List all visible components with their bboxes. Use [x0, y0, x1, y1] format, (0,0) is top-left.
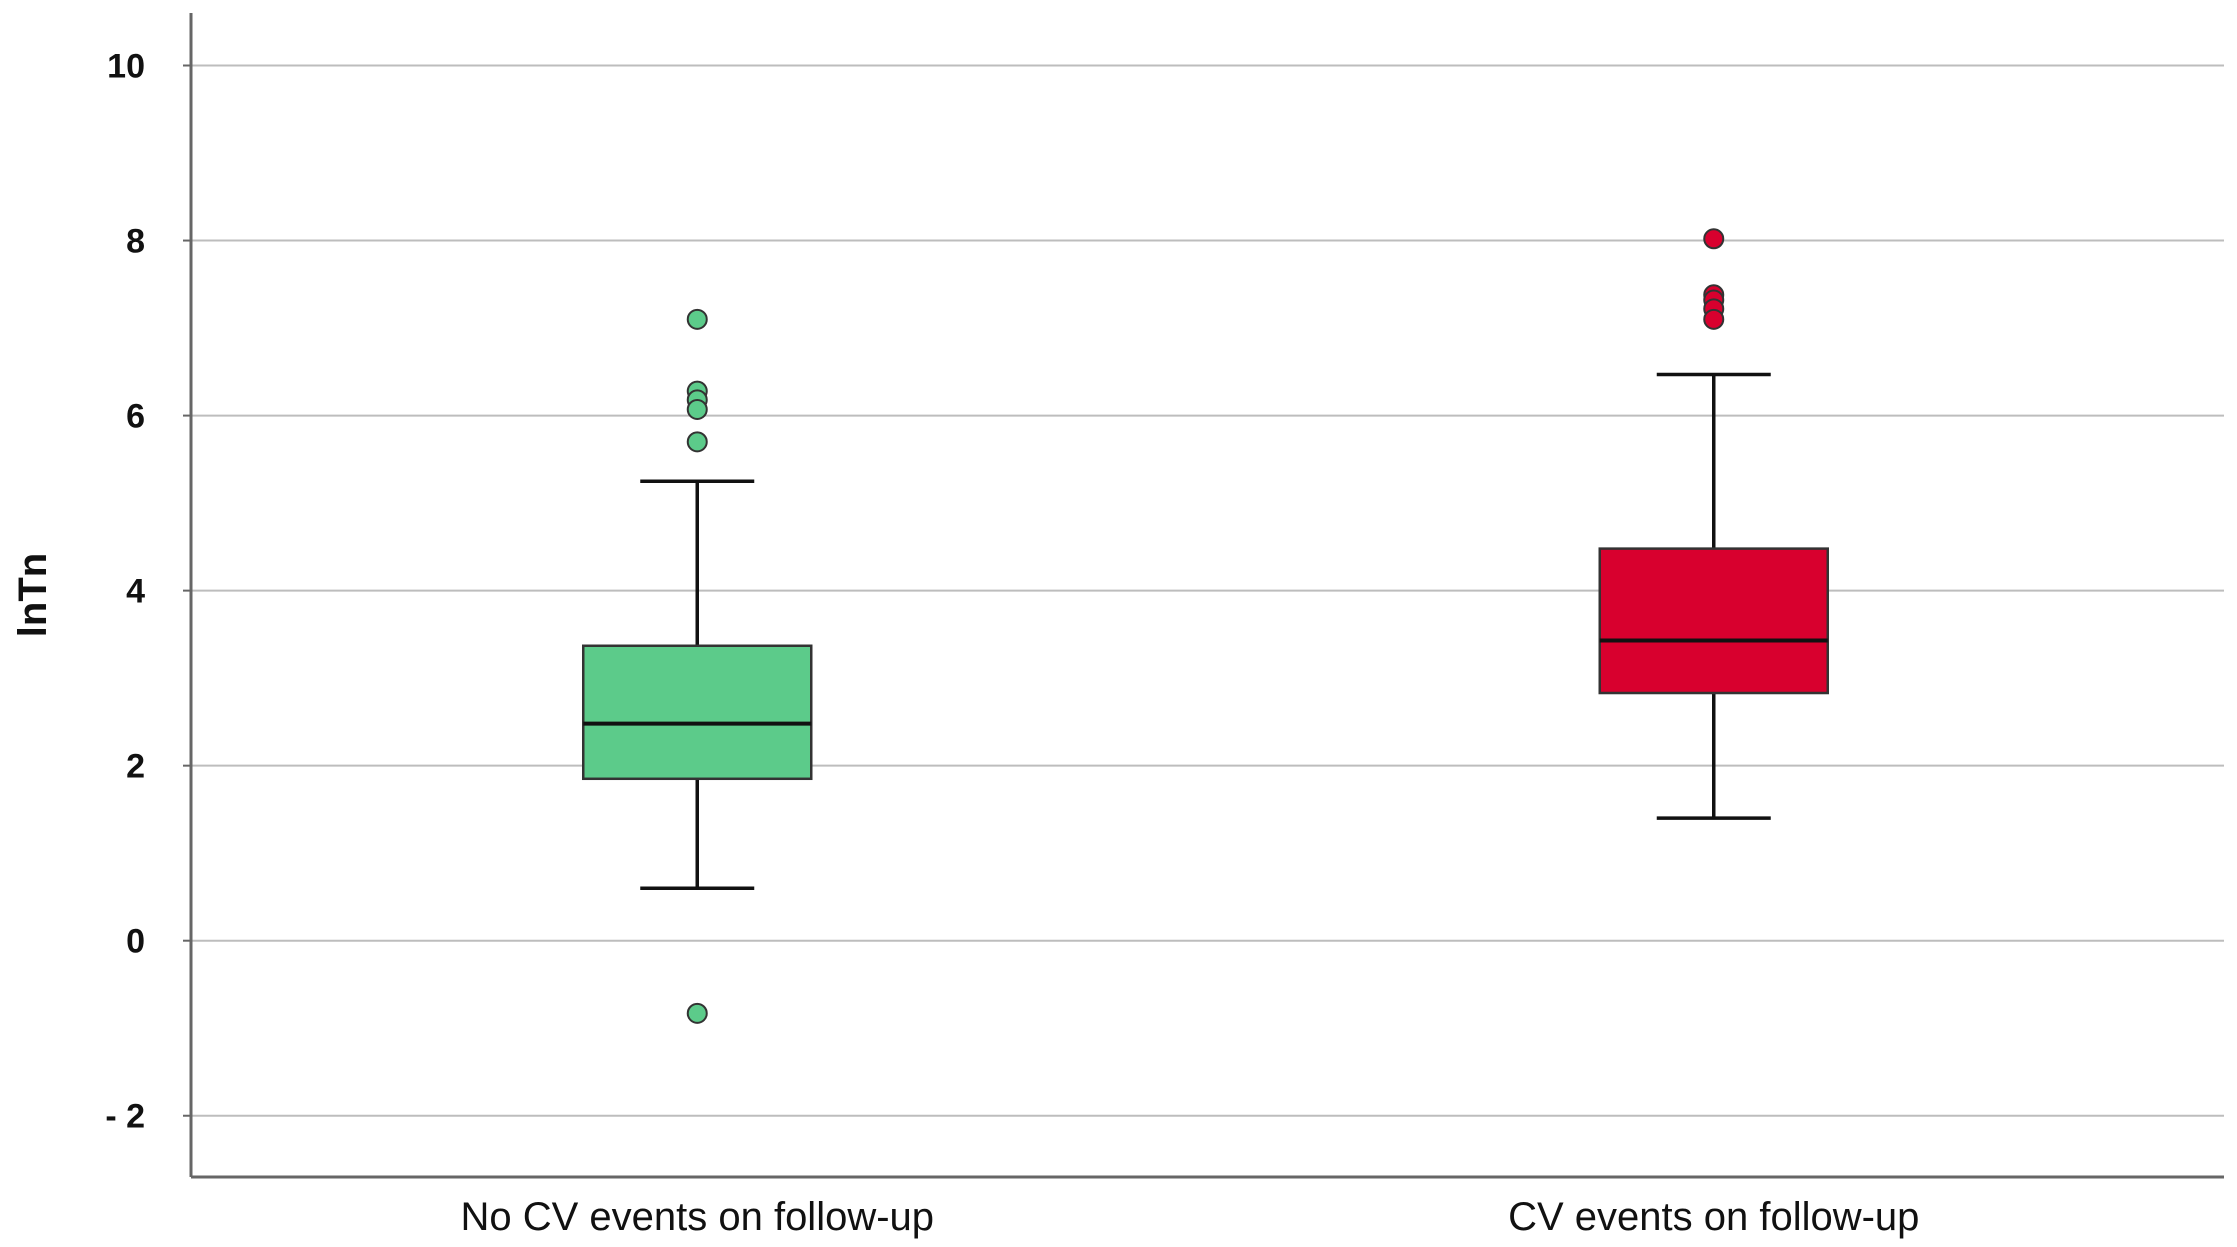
- x-category-label: No CV events on follow-up: [460, 1195, 934, 1239]
- box-group: [1598, 228, 1829, 820]
- y-tick-label: 2: [126, 748, 145, 786]
- outlier-point: [686, 308, 708, 330]
- outlier-point: [686, 431, 708, 453]
- outlier-point: [1703, 308, 1725, 330]
- y-tick-label: 0: [126, 923, 145, 961]
- axes: [189, 13, 2224, 1179]
- y-tick-label: - 2: [105, 1098, 145, 1136]
- y-tick-label: 8: [126, 223, 145, 261]
- x-category-label: CV events on follow-up: [1508, 1195, 1919, 1239]
- y-axis-ticks: 10 8 6 4 2 0 - 2: [105, 48, 191, 1136]
- boxes: [582, 228, 1829, 1024]
- iqr-box: [1598, 547, 1829, 695]
- y-axis-title: lnTn: [11, 553, 55, 637]
- iqr-box: [582, 644, 813, 781]
- gridlines: [191, 64, 2224, 1117]
- category-labels: No CV events on follow-up CV events on fo…: [460, 1195, 1919, 1239]
- box-group: [582, 308, 813, 1024]
- y-tick-label: 4: [126, 573, 145, 611]
- y-tick-label: 10: [107, 48, 145, 86]
- outlier-point: [1703, 228, 1725, 250]
- y-tick-label: 6: [126, 398, 145, 436]
- outlier-point: [686, 398, 708, 420]
- outlier-point: [686, 1002, 708, 1024]
